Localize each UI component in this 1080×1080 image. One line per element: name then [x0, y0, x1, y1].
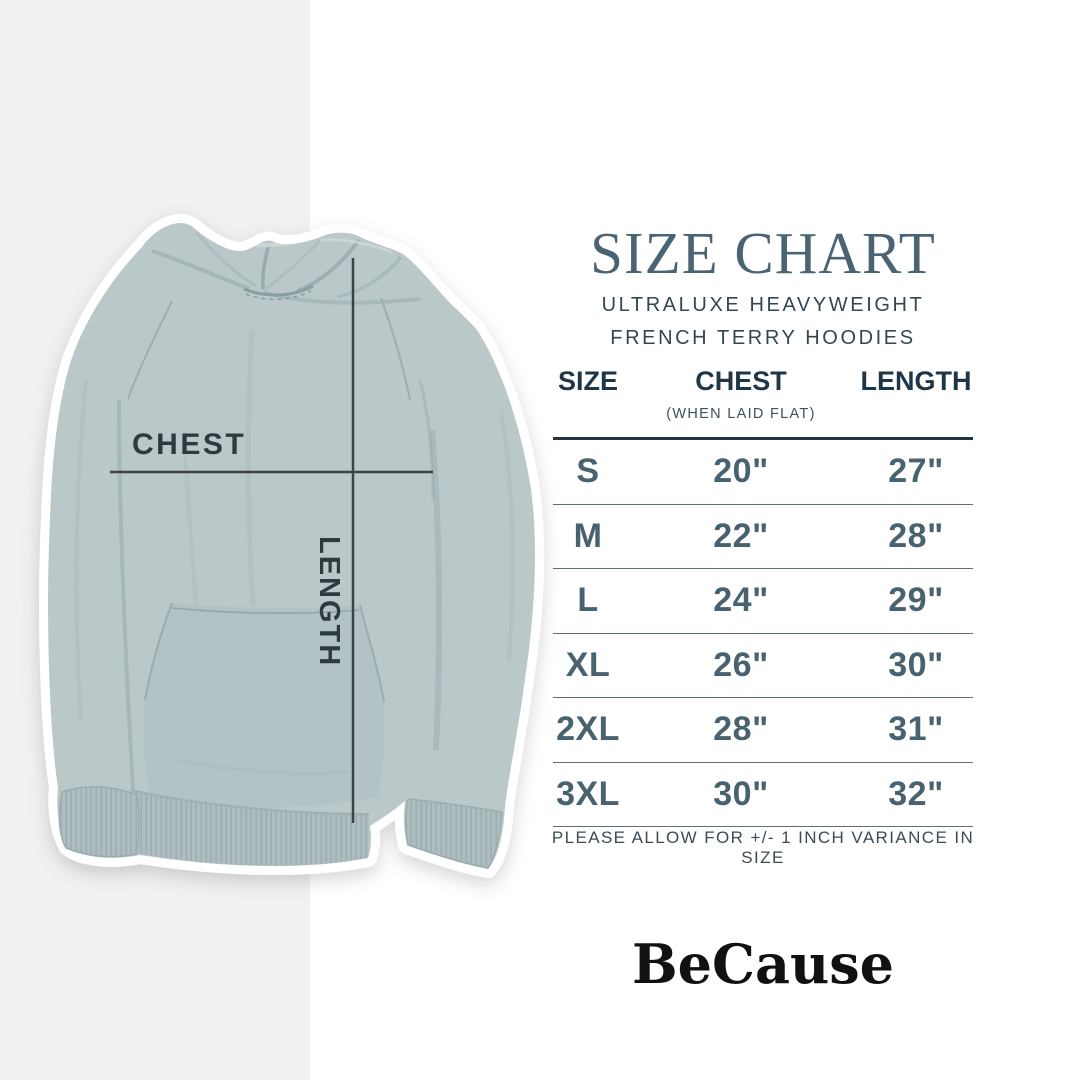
neckline-seam — [243, 284, 314, 297]
column-header-size: SIZE — [557, 366, 618, 396]
subtitle-line-2: FRENCH TERRY HOODIES — [610, 327, 916, 349]
raglan-seam-right — [380, 297, 411, 401]
hem-ribbing — [131, 790, 369, 866]
chest-cell: 20" — [713, 452, 769, 491]
brand-logo: BeCause — [632, 932, 894, 996]
raglan-seam-left — [127, 300, 173, 400]
length-cell: 30" — [888, 645, 944, 684]
length-cell: 27" — [888, 452, 944, 491]
column-header-chest: CHEST (WHEN LAID FLAT) — [623, 366, 859, 429]
column-header-chest-label: CHEST — [695, 366, 787, 396]
size-cell: M — [573, 516, 603, 555]
size-cell: 3XL — [556, 774, 620, 813]
hoodie-details — [74, 230, 515, 866]
chest-measure-label: CHEST — [132, 428, 247, 461]
table-row: 3XL 30" 32" — [553, 763, 973, 827]
length-cell: 28" — [888, 516, 944, 555]
length-measure-label: LENGTH — [313, 536, 345, 668]
cuff-right — [405, 798, 503, 869]
table-row: M 22" 28" — [553, 505, 973, 569]
table-row: XL 26" 30" — [553, 634, 973, 698]
chest-cell: 28" — [713, 710, 769, 749]
chest-cell: 26" — [713, 645, 769, 684]
length-cell: 32" — [888, 774, 944, 813]
variance-footnote: PLEASE ALLOW FOR +/- 1 INCH VARIANCE IN … — [551, 828, 975, 867]
length-cell: 31" — [888, 710, 944, 749]
cuff-left — [58, 785, 140, 858]
length-cell: 29" — [888, 581, 944, 620]
table-row: S 20" 27" — [553, 440, 973, 505]
subtitle-line-1: ULTRALUXE HEAVYWEIGHT — [601, 294, 925, 316]
size-table: SIZE CHEST (WHEN LAID FLAT) LENGTH S 20"… — [553, 366, 973, 827]
size-cell: 2XL — [556, 710, 620, 749]
chest-cell: 22" — [713, 516, 769, 555]
size-cell: XL — [565, 645, 611, 684]
column-header-length: LENGTH — [860, 366, 972, 396]
chest-cell: 24" — [713, 581, 769, 620]
size-cell: S — [576, 452, 600, 491]
table-row: 2XL 28" 31" — [553, 698, 973, 763]
kangaroo-pocket — [143, 603, 385, 808]
chest-cell: 30" — [713, 774, 769, 813]
hoodie-sticker — [39, 214, 545, 878]
table-row: L 24" 29" — [553, 569, 973, 634]
column-header-chest-note: (WHEN LAID FLAT) — [666, 406, 816, 422]
table-header-row: SIZE CHEST (WHEN LAID FLAT) LENGTH — [553, 366, 973, 440]
size-cell: L — [577, 581, 599, 620]
page-title: SIZE CHART — [590, 220, 936, 286]
